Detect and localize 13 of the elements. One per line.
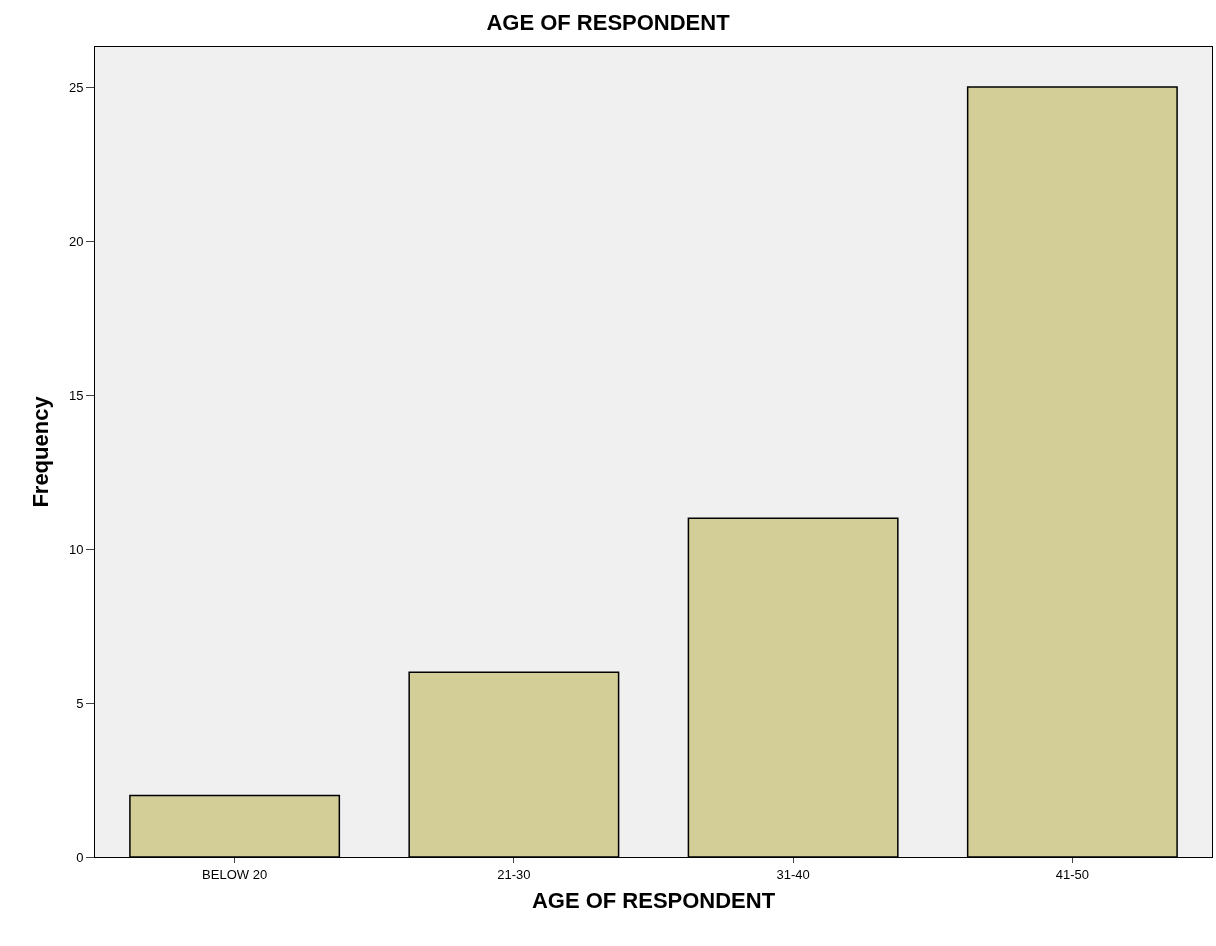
x-tick-label: 21-30: [497, 866, 531, 882]
y-tick-label: 25: [68, 79, 84, 95]
y-tick-label: 5: [76, 695, 84, 711]
x-tick-label: 41-50: [1055, 866, 1090, 882]
y-tick-label: 0: [76, 849, 84, 865]
x-axis-title: AGE OF RESPONDENT: [531, 888, 776, 914]
y-tick-label: 15: [68, 387, 84, 403]
x-tick-label: BELOW 20: [202, 866, 268, 882]
y-tick-label: 20: [68, 233, 84, 249]
y-tick-label: 10: [68, 541, 84, 557]
x-tick-label: 31-40: [776, 866, 810, 882]
chart-title: AGE OF RESPONDENT: [486, 9, 731, 35]
y-axis-title: Frequency: [27, 395, 53, 508]
